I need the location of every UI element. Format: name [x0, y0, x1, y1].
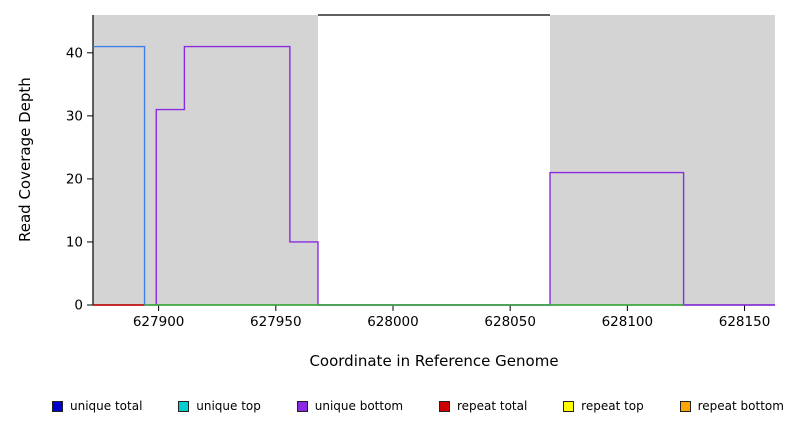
x-tick-label: 628100: [602, 314, 654, 330]
repeat-top-swatch-icon: [563, 400, 575, 412]
legend-label: unique top: [196, 399, 261, 413]
legend: unique total unique top unique bottom re…: [52, 399, 784, 413]
y-tick-label: 30: [66, 108, 83, 124]
y-tick-label: 0: [74, 298, 83, 314]
unique-bottom-swatch-icon: [296, 400, 308, 412]
x-tick-label: 628050: [484, 314, 536, 330]
x-tick-label: 628000: [367, 314, 419, 330]
legend-label: repeat top: [581, 399, 644, 413]
x-axis-title: Coordinate in Reference Genome: [309, 352, 559, 370]
legend-item-unique-top: unique top: [178, 399, 261, 413]
x-tick-label: 627950: [250, 314, 302, 330]
shaded-repeat-region: [550, 15, 775, 305]
shaded-repeat-region: [93, 15, 318, 305]
legend-item-unique-total: unique total: [52, 399, 142, 413]
repeat-bottom-swatch-icon: [679, 400, 691, 412]
legend-item-unique-bottom: unique bottom: [296, 399, 404, 413]
legend-label: repeat total: [456, 399, 528, 413]
y-tick-label: 10: [66, 234, 83, 250]
legend-item-repeat-total: repeat total: [438, 399, 528, 413]
legend-item-repeat-bottom: repeat bottom: [679, 399, 784, 413]
y-tick-label: 40: [66, 45, 83, 61]
unique-total-swatch-icon: [52, 400, 63, 412]
repeat-total-swatch-icon: [438, 400, 450, 412]
legend-label: unique total: [70, 399, 143, 413]
legend-label: unique bottom: [314, 399, 404, 413]
legend-item-repeat-top: repeat top: [563, 399, 644, 413]
x-tick-label: 628150: [719, 314, 771, 330]
unique-top-swatch-icon: [178, 400, 190, 412]
x-tick-label: 627900: [133, 314, 185, 330]
series-unique-total: [93, 45, 146, 305]
legend-label: repeat bottom: [697, 399, 784, 413]
series-unique-bottom: [155, 45, 775, 306]
y-axis-title: Read Coverage Depth: [16, 77, 34, 243]
y-tick-label: 20: [66, 171, 83, 187]
